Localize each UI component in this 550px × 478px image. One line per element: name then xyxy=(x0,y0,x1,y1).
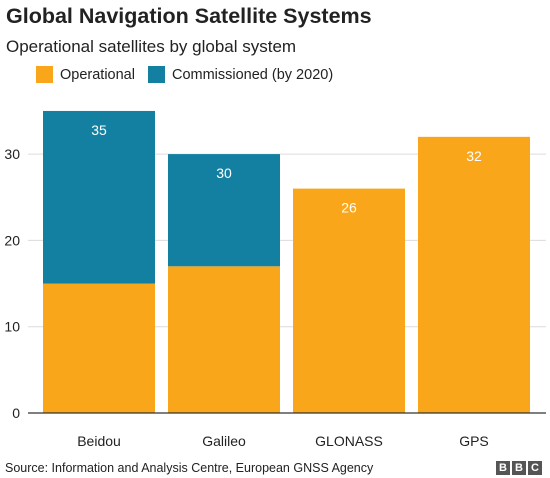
y-tick-label: 10 xyxy=(4,319,20,335)
y-tick-label: 0 xyxy=(12,405,20,421)
legend-item-commissioned: Commissioned (by 2020) xyxy=(147,66,334,83)
data-label: 32 xyxy=(466,148,482,164)
bar-galileo-operational xyxy=(168,266,280,413)
legend-item-operational: Operational xyxy=(36,66,135,83)
bar-beidou-commissioned xyxy=(43,110,155,284)
bbc-logo-letter: C xyxy=(528,461,542,475)
legend-label-operational: Operational xyxy=(60,66,135,83)
y-tick-label: 30 xyxy=(4,146,20,162)
bbc-logo-letter: B xyxy=(512,461,526,475)
legend-label-commissioned: Commissioned (by 2020) xyxy=(171,66,334,83)
bar-beidou-operational xyxy=(43,283,155,413)
legend: Operational Commissioned (by 2020) xyxy=(36,66,346,83)
data-label: 26 xyxy=(341,200,357,216)
footer: Source: Information and Analysis Centre,… xyxy=(0,460,550,478)
x-tick-label: Galileo xyxy=(202,433,246,449)
legend-swatch-operational xyxy=(36,66,53,83)
y-tick-label: 20 xyxy=(4,232,20,248)
legend-swatch-commissioned xyxy=(147,66,165,83)
stacked-bar-chart: 0 10 20 30 35 Beidou 30 Galileo 26 GLONASS 32 GPS xyxy=(4,110,546,449)
bar-gps-operational xyxy=(418,136,530,413)
bar-galileo-commissioned xyxy=(168,154,280,267)
x-tick-label: Beidou xyxy=(77,433,121,449)
x-tick-label: GPS xyxy=(459,433,489,449)
bbc-logo: B B C xyxy=(494,461,542,475)
chart-subtitle: Operational satellites by global system xyxy=(6,37,297,56)
source-text: Source: Information and Analysis Centre,… xyxy=(5,461,374,475)
bar-glonass-operational xyxy=(293,188,405,413)
x-tick-label: GLONASS xyxy=(315,433,383,449)
data-label: 35 xyxy=(91,122,107,138)
data-label: 30 xyxy=(216,165,232,181)
bbc-logo-letter: B xyxy=(496,461,510,475)
chart-title: Global Navigation Satellite Systems xyxy=(6,4,372,28)
